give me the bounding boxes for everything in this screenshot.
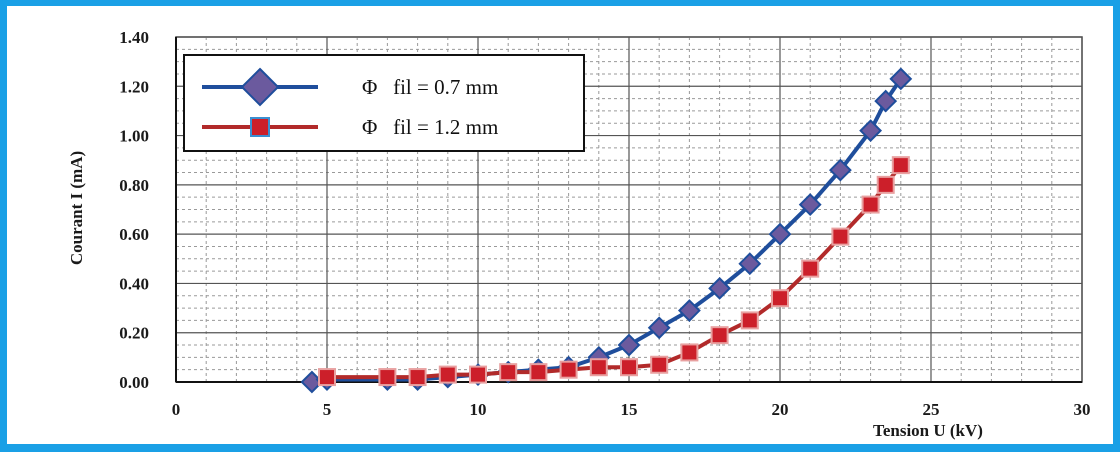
data-point-series-1 xyxy=(677,299,701,322)
data-point-series-2 xyxy=(891,156,910,175)
data-point-series-2 xyxy=(771,289,789,308)
series-layer xyxy=(300,67,913,394)
data-point-series-2 xyxy=(876,175,895,194)
legend: Φ fil = 0.7 mm Φ fil = 1.2 mm xyxy=(183,54,585,152)
data-point-series-2 xyxy=(529,363,548,382)
y-tick-label: 0.20 xyxy=(119,324,149,343)
data-point-series-2 xyxy=(378,368,397,387)
data-point-series-1 xyxy=(798,193,822,216)
tick-labels: 0 5 10 15 20 25 30 0.00 0.20 0.40 0.60 0.80 1.00 1.20… xyxy=(119,28,1090,419)
x-tick-label: 25 xyxy=(923,400,940,419)
data-point-series-1 xyxy=(828,158,852,182)
data-point-series-2 xyxy=(620,358,638,377)
legend-marker-2 xyxy=(250,117,270,137)
x-tick-label: 5 xyxy=(323,400,332,419)
data-point-series-2 xyxy=(589,358,608,377)
data-point-series-2 xyxy=(438,365,457,384)
y-tick-label: 0.60 xyxy=(119,225,149,244)
y-tick-label: 1.20 xyxy=(119,77,149,96)
data-point-series-2 xyxy=(801,259,820,278)
data-point-series-1 xyxy=(617,333,641,357)
grid xyxy=(175,36,1083,383)
x-tick-label: 10 xyxy=(470,400,487,419)
data-point-series-1 xyxy=(874,89,898,113)
data-point-series-2 xyxy=(710,326,729,345)
y-tick-label: 1.00 xyxy=(119,127,149,146)
y-tick-label: 0.80 xyxy=(119,176,149,195)
x-tick-label: 30 xyxy=(1074,400,1091,419)
data-point-series-2 xyxy=(318,368,336,387)
data-point-series-2 xyxy=(559,360,578,379)
legend-marker-1 xyxy=(240,67,280,107)
data-point-series-2 xyxy=(408,368,427,387)
legend-label-1: Φ fil = 0.7 mm xyxy=(362,75,498,99)
data-point-series-2 xyxy=(650,355,669,374)
legend-label-2: Φ fil = 1.2 mm xyxy=(362,115,498,139)
y-tick-label: 0.40 xyxy=(119,274,149,293)
y-axis-label: Courant I (mA) xyxy=(67,151,86,265)
data-point-series-2 xyxy=(831,227,850,246)
y-tick-label: 1.40 xyxy=(119,28,149,47)
data-point-series-2 xyxy=(740,311,759,330)
data-point-series-1 xyxy=(738,252,762,276)
data-point-series-1 xyxy=(859,119,883,143)
x-tick-label: 15 xyxy=(621,400,638,419)
data-point-series-2 xyxy=(499,363,518,382)
data-point-series-1 xyxy=(708,276,732,300)
data-point-series-2 xyxy=(469,365,487,384)
x-tick-label: 0 xyxy=(172,400,181,419)
y-tick-label: 0.00 xyxy=(119,373,149,392)
x-tick-label: 20 xyxy=(772,400,789,419)
data-point-series-1 xyxy=(647,316,671,340)
data-point-series-1 xyxy=(768,222,792,246)
data-point-series-2 xyxy=(680,343,699,362)
data-point-series-1 xyxy=(889,67,913,91)
x-axis-label: Tension U (kV) xyxy=(873,421,983,440)
data-point-series-2 xyxy=(861,195,880,214)
